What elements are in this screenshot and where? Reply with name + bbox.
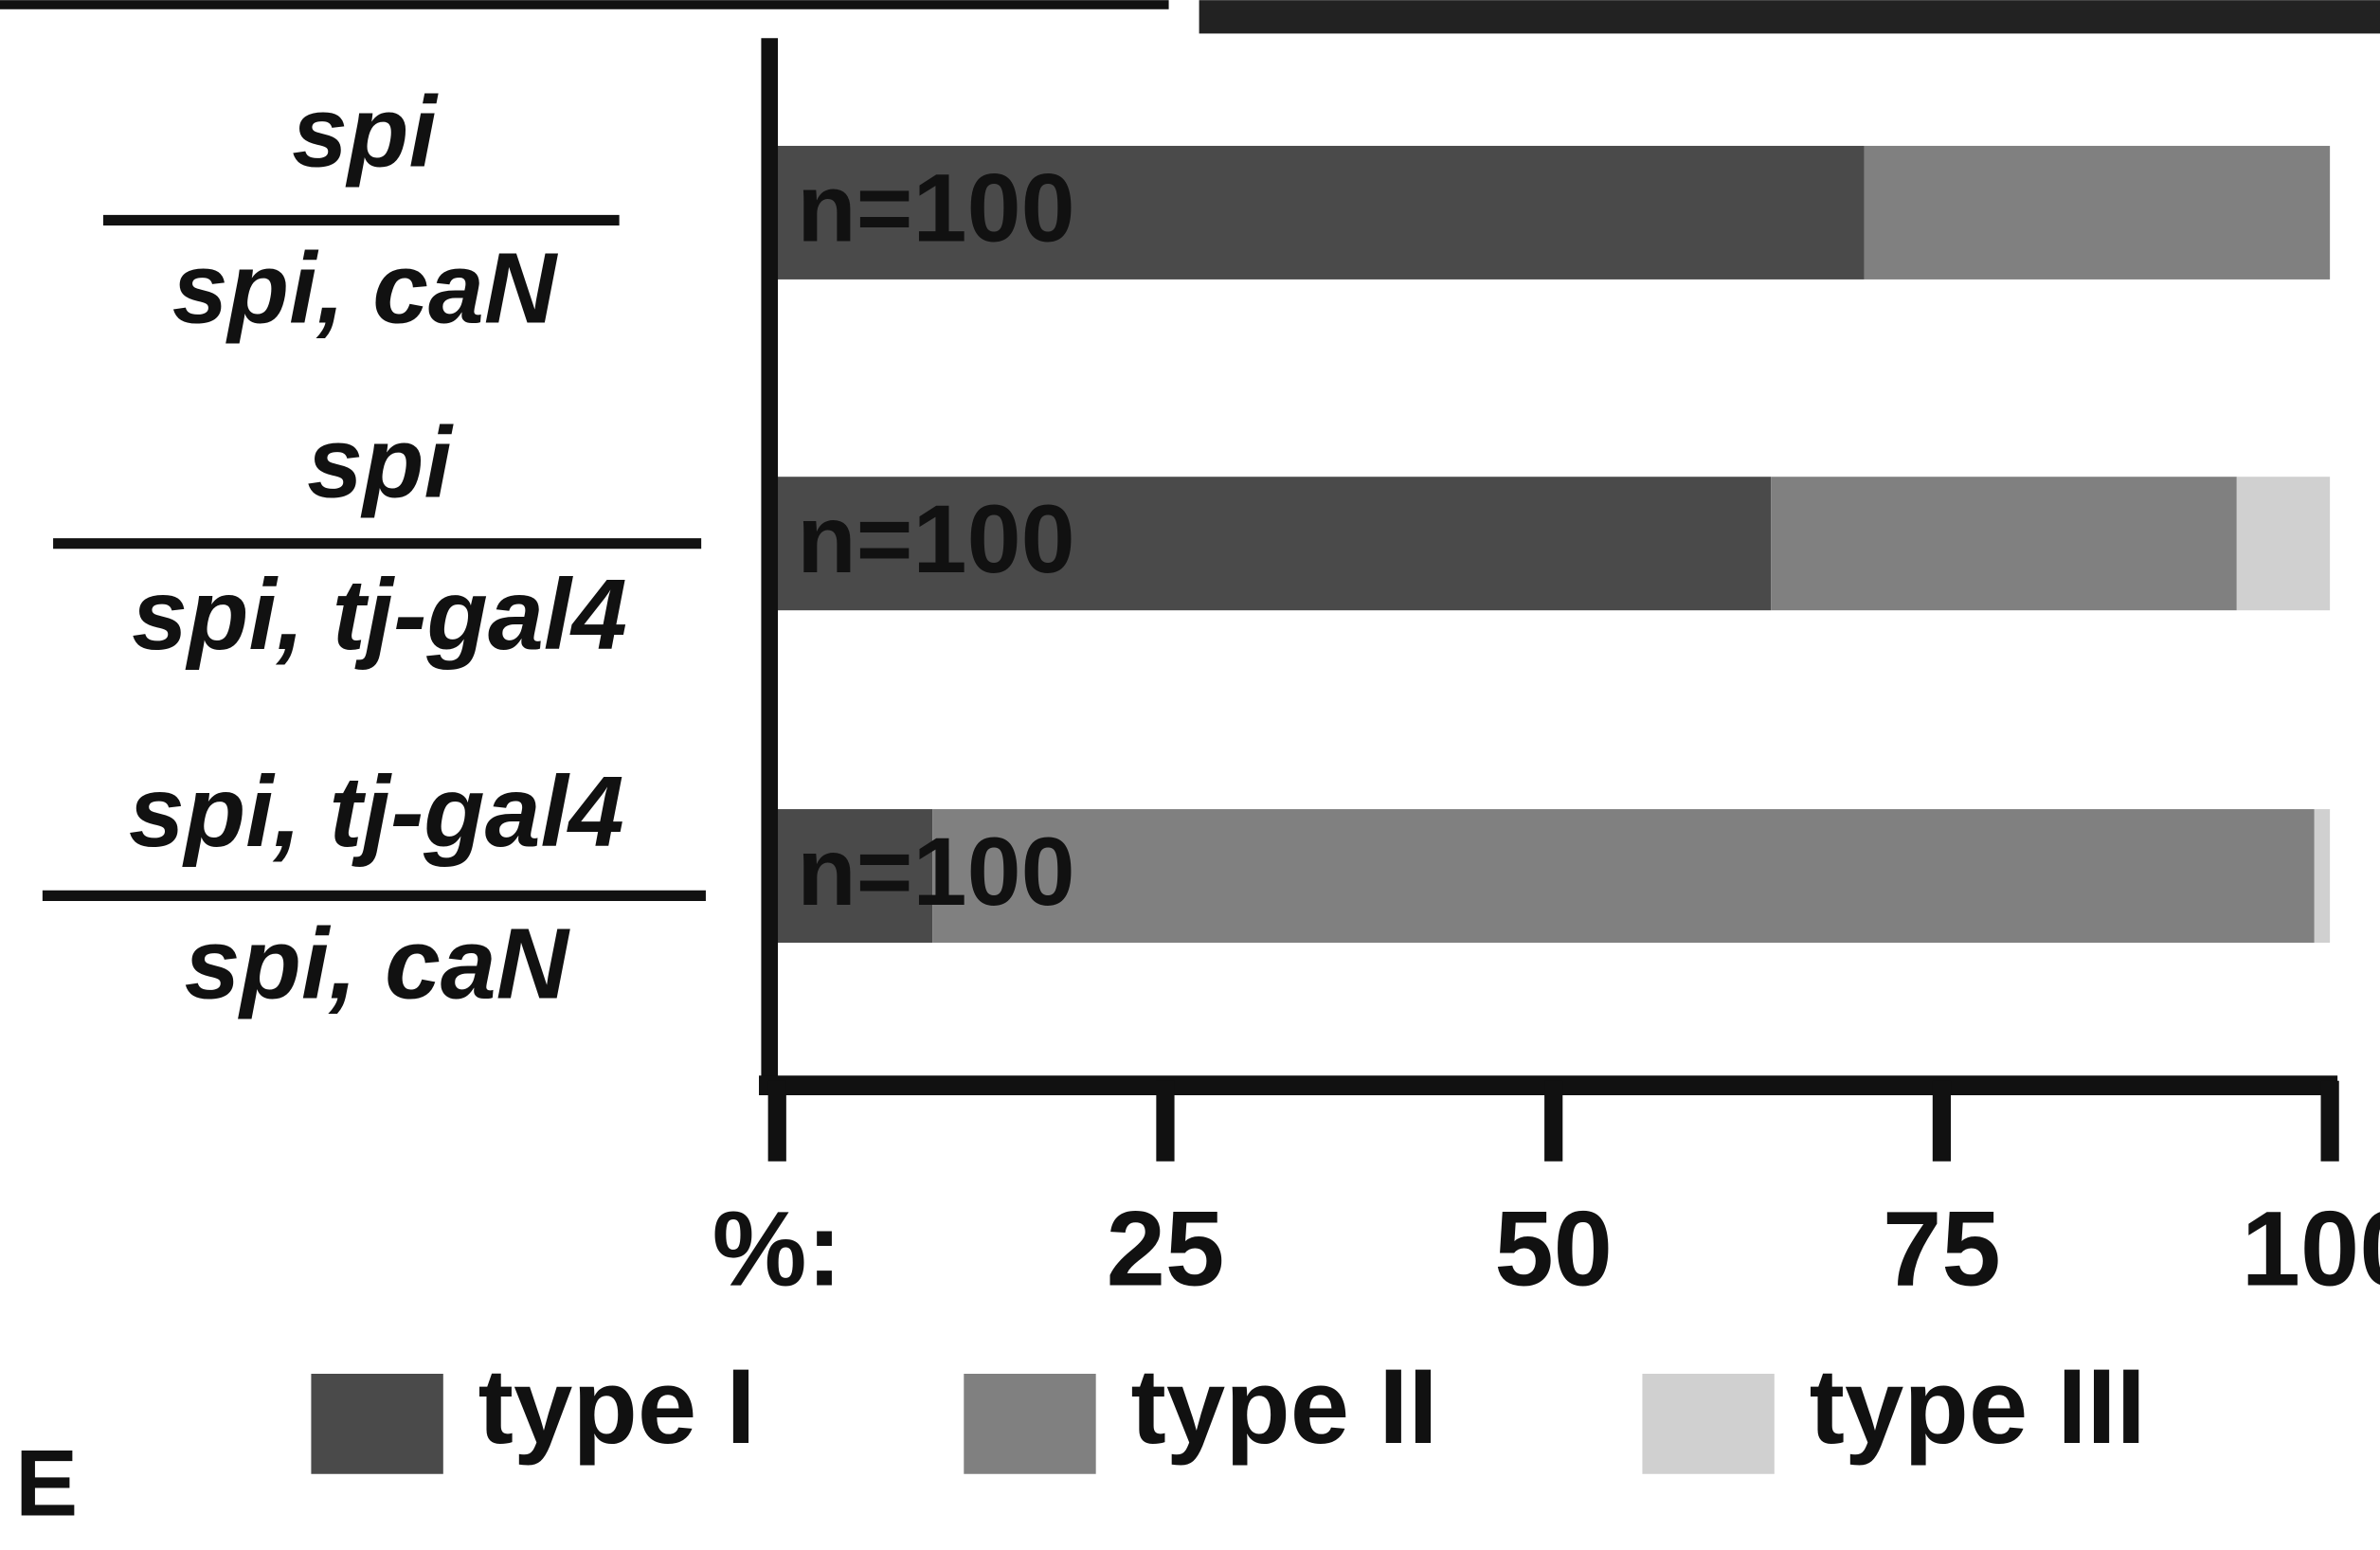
bar-segment [1771,477,2237,610]
top-border [0,0,1169,9]
category-numerator: spi [292,76,439,188]
x-tick-label: 100 [2242,1188,2380,1307]
bar-segment [932,809,2315,943]
category-numerator: spi [307,407,454,519]
legend-swatch [964,1374,1095,1474]
legend-swatch [1642,1374,1774,1474]
bar-annotation: n=100 [797,153,1075,262]
bar-segment [1864,146,2330,279]
bar-annotation: n=100 [797,484,1075,593]
category-denominator: spi, caN [185,908,571,1019]
category-denominator: spi, tj-gal4 [132,559,627,671]
x-tick-label: 75 [1883,1188,2001,1307]
legend-label: type I [478,1346,756,1466]
top-border [1199,0,2380,33]
category-denominator: spi, caN [172,232,559,344]
panel-label: E [15,1432,78,1537]
category-numerator: spi, tj-gal4 [129,756,624,868]
bar-segment [2237,477,2330,610]
chart: E n=100 spi spi, caN n=100 spi spi, tj-gal4 n=… [0,0,2380,1550]
bar-annotation: n=100 [797,817,1075,926]
bar-segment [2315,809,2330,943]
x-tick-label: %: [712,1188,842,1307]
legend-label: type II [1131,1346,1438,1466]
x-tick-label: 50 [1494,1188,1613,1307]
legend-swatch [311,1374,442,1474]
x-tick-label: 25 [1107,1188,1225,1307]
legend-label: type III [1810,1346,2146,1466]
